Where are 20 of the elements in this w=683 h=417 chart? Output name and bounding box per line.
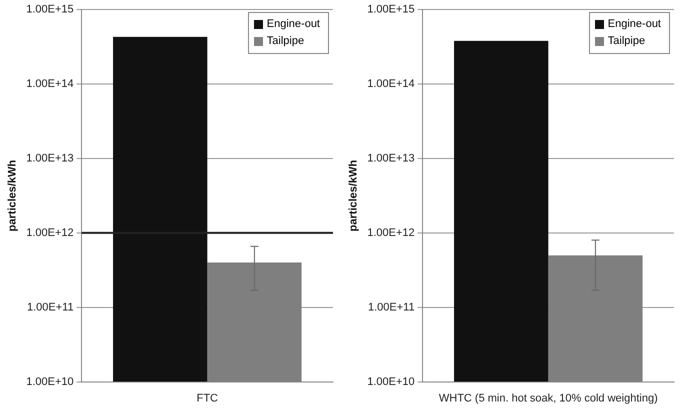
y-tick-label: 1.00E+10 [26,376,74,388]
y-axis-title: particles/kWh [6,160,19,232]
legend-label: Tailpipe [608,34,646,49]
y-tick-label: 1.00E+15 [367,4,415,16]
y-tick-label: 1.00E+10 [367,376,415,388]
y-tick-label: 1.00E+12 [367,226,415,239]
legend-label: Engine-out [266,17,320,32]
y-tick-label: 1.00E+14 [26,78,74,90]
legend-label: Engine-out [608,17,661,32]
y-tick-label: 1.00E+14 [367,78,415,90]
y-tick-label: 1.00E+15 [26,4,74,16]
legend-label: Tailpipe [266,34,304,49]
y-axis-title: particles/kWh [348,160,360,232]
x-tick-label: WHTC (5 min. hot soak, 10% cold weighting) [438,392,658,404]
y-tick-label: 1.00E+11 [368,301,415,314]
y-tick-label: 1.00E+13 [367,152,415,165]
y-tick-label: 1.00E+11 [27,301,74,314]
y-tick-label: 1.00E+12 [26,226,74,239]
y-tick-label: 1.00E+13 [26,152,74,165]
x-tick-label: FTC [196,392,218,404]
